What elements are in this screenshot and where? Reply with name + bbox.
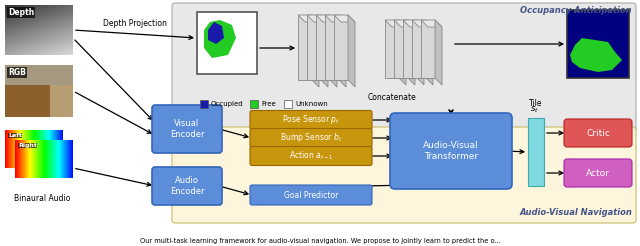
FancyBboxPatch shape [172,3,636,133]
Text: Audio-Visual Navigation: Audio-Visual Navigation [519,208,632,217]
FancyBboxPatch shape [152,167,222,205]
Text: Depth Projection: Depth Projection [103,18,167,28]
Bar [200,100,208,108]
Polygon shape [403,20,424,27]
FancyBboxPatch shape [564,119,632,147]
Polygon shape [570,38,622,72]
Polygon shape [330,15,337,87]
FancyBboxPatch shape [564,159,632,187]
FancyBboxPatch shape [172,127,636,223]
FancyBboxPatch shape [250,128,372,148]
Bar [403,20,417,78]
FancyBboxPatch shape [250,185,372,205]
Polygon shape [204,20,236,58]
Polygon shape [307,15,328,22]
Polygon shape [339,15,346,87]
Text: Audio
Encoder: Audio Encoder [170,176,204,196]
Text: Free: Free [261,101,276,107]
Text: Concatenate: Concatenate [367,93,417,102]
Text: Occupied: Occupied [211,101,244,107]
Bar [421,20,435,78]
Text: Action $a_{t-1}$: Action $a_{t-1}$ [289,150,333,162]
Bar [385,20,399,78]
FancyBboxPatch shape [250,147,372,166]
Bar [334,15,348,80]
FancyBboxPatch shape [152,105,222,153]
Bar [307,15,321,80]
Polygon shape [408,20,415,85]
Bar [325,15,339,80]
Polygon shape [421,20,442,27]
FancyBboxPatch shape [390,113,512,189]
Bar [197,12,257,74]
Text: Goal Predictor: Goal Predictor [284,190,338,200]
Polygon shape [312,15,319,87]
Text: Visual
Encoder: Visual Encoder [170,119,204,139]
Text: Tile: Tile [529,99,543,108]
Bar [567,10,629,78]
Polygon shape [298,15,319,22]
Bar [394,20,408,78]
Bar [284,100,292,108]
Text: RGB: RGB [8,68,26,77]
Polygon shape [208,22,224,44]
Text: Critic: Critic [586,128,610,138]
Text: Our multi-task learning framework for audio-visual navigation. We propose to joi: Our multi-task learning framework for au… [140,238,500,244]
Bar [528,118,544,186]
Polygon shape [316,15,337,22]
Text: Audio-Visual
Transformer: Audio-Visual Transformer [423,141,479,161]
Text: Occupancy Anticipation: Occupancy Anticipation [520,6,632,15]
Text: Pose Sensor $p_t$: Pose Sensor $p_t$ [282,113,340,126]
Polygon shape [385,20,406,27]
Bar [412,20,426,78]
Polygon shape [348,15,355,87]
Text: Right: Right [18,143,37,148]
Polygon shape [412,20,433,27]
Text: Depth: Depth [8,8,35,17]
Bar [298,15,312,80]
Text: Binaural Audio: Binaural Audio [14,194,70,203]
Text: Unknown: Unknown [295,101,328,107]
Text: Bump Sensor $b_t$: Bump Sensor $b_t$ [280,132,342,144]
Polygon shape [394,20,415,27]
Polygon shape [417,20,424,85]
Bar [250,100,258,108]
Polygon shape [321,15,328,87]
Polygon shape [399,20,406,85]
Bar [316,15,330,80]
Text: Actor: Actor [586,169,610,178]
Polygon shape [325,15,346,22]
Polygon shape [435,20,442,85]
Polygon shape [426,20,433,85]
Polygon shape [334,15,355,22]
FancyBboxPatch shape [250,110,372,129]
Text: $s_t$: $s_t$ [529,105,538,115]
Text: Left: Left [8,133,22,138]
